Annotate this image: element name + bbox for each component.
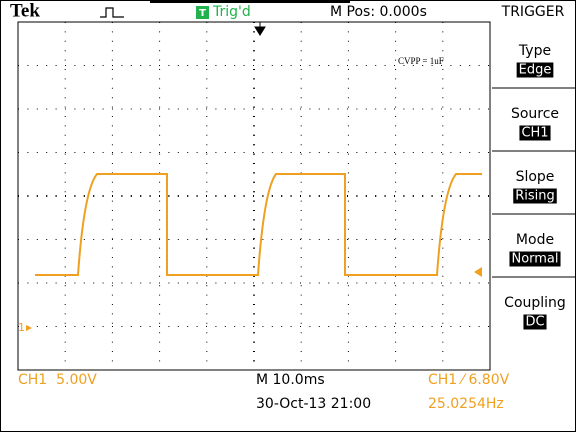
trig-icon bbox=[196, 6, 209, 19]
menu-title: TRIGGER bbox=[501, 4, 565, 20]
pulse-icon bbox=[100, 7, 124, 18]
trigger-position-marker bbox=[254, 22, 266, 36]
menu-value-box bbox=[509, 251, 561, 267]
trigger-level: CH1 ⁄ 6.80V bbox=[428, 372, 510, 388]
menu-label: Source bbox=[511, 106, 559, 122]
menu-value-box bbox=[523, 314, 547, 330]
menu-value-box bbox=[513, 188, 557, 204]
trigger-level-marker bbox=[474, 267, 482, 277]
trigger-menu: Type Edge Source CH1 Slope Rising Mode Normal Co… bbox=[492, 43, 576, 330]
frequency: 25.0254Hz bbox=[428, 396, 504, 412]
menu-label: Mode bbox=[516, 232, 554, 248]
brand: Tek bbox=[10, 0, 40, 21]
top-strip bbox=[150, 0, 350, 3]
menu-value: Edge bbox=[519, 63, 552, 78]
menu-label: Slope bbox=[516, 169, 555, 185]
menu-label: Coupling bbox=[504, 295, 566, 311]
trig-icon-label: T bbox=[199, 8, 206, 19]
menu-value: DC bbox=[525, 315, 544, 330]
channel-scale: CH1 5.00V bbox=[18, 372, 97, 388]
trigger-status: Trig'd bbox=[212, 4, 251, 20]
graticule bbox=[17, 21, 491, 371]
position: M Pos: 0.000s bbox=[330, 4, 427, 20]
menu-value-box bbox=[519, 125, 551, 141]
channel-marker-arrow bbox=[26, 325, 32, 331]
channel-marker: 1 bbox=[18, 321, 25, 334]
menu-value: Normal bbox=[511, 252, 558, 267]
menu-value: Rising bbox=[515, 189, 555, 204]
annotation: CVPP = 1uF bbox=[398, 56, 444, 66]
menu-value-box bbox=[516, 62, 554, 78]
menu-label: Type bbox=[518, 43, 551, 59]
date: 30-Oct-13 21:00 bbox=[256, 396, 371, 412]
timebase: M 10.0ms bbox=[256, 372, 325, 388]
menu-value: CH1 bbox=[521, 126, 548, 141]
waveform bbox=[35, 173, 482, 276]
